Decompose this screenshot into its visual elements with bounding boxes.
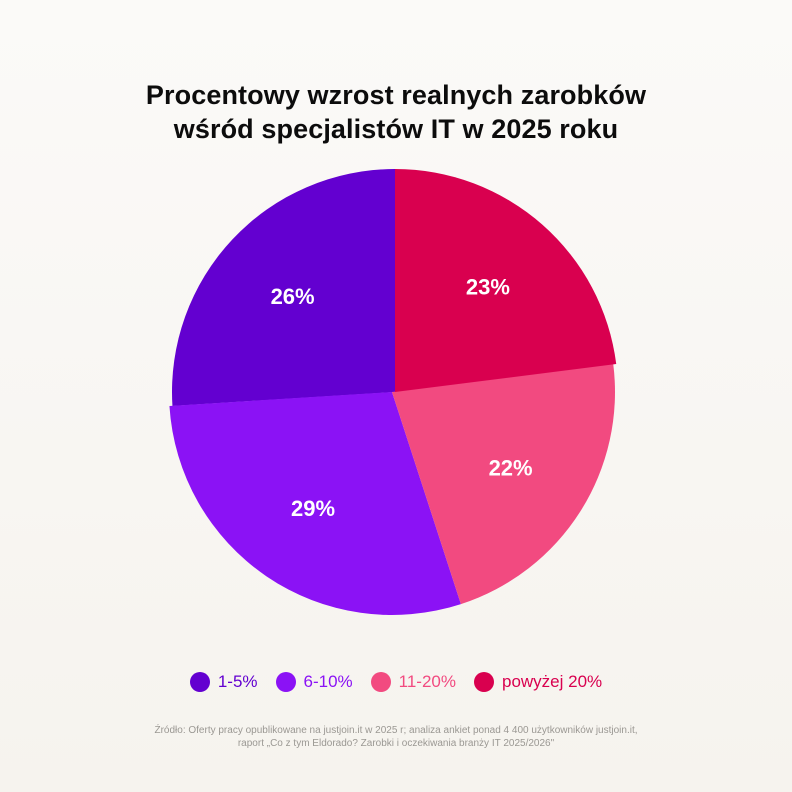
legend-item: 1-5% [189, 672, 258, 692]
pie-slice-1-5- [172, 169, 395, 406]
pie-slice-powy-ej-20- [395, 169, 617, 392]
pie-slice-label: 23% [466, 275, 510, 300]
chart-title-line-2: wśród specjalistów IT w 2025 roku [173, 114, 619, 144]
pie-slice-label: 29% [291, 496, 335, 521]
pie-slice-label: 22% [489, 455, 533, 480]
chart-title: Procentowy wzrost realnych zarobków wśró… [0, 78, 792, 146]
legend-label: 6-10% [303, 672, 353, 691]
legend-item: powyżej 20% [474, 672, 602, 692]
legend-swatch-icon [474, 672, 494, 692]
legend-label: powyżej 20% [502, 672, 603, 691]
source-line-2: raport „Co z tym Eldorado? Zarobki i ocz… [237, 738, 555, 749]
source-note: Źródło: Oferty pracy opublikowane na jus… [0, 724, 792, 750]
legend-swatch-icon [189, 672, 210, 692]
legend-label: 11-20% [398, 672, 456, 691]
pie-slice-11-20- [392, 364, 615, 605]
legend-item: 11-20% [370, 672, 456, 692]
chart-legend: 1-5% 6-10% 11-20% powyżej 20% [0, 672, 792, 692]
legend-swatch-icon [370, 672, 391, 692]
pie-slice-label: 26% [271, 284, 315, 309]
source-line-1: Źródło: Oferty pracy opublikowane na jus… [154, 725, 638, 736]
pie-slice-6-10- [169, 392, 461, 616]
legend-item: 6-10% [275, 672, 353, 692]
legend-label: 1-5% [217, 672, 258, 691]
chart-title-line-1: Procentowy wzrost realnych zarobków [145, 80, 647, 110]
legend-swatch-icon [275, 672, 296, 692]
